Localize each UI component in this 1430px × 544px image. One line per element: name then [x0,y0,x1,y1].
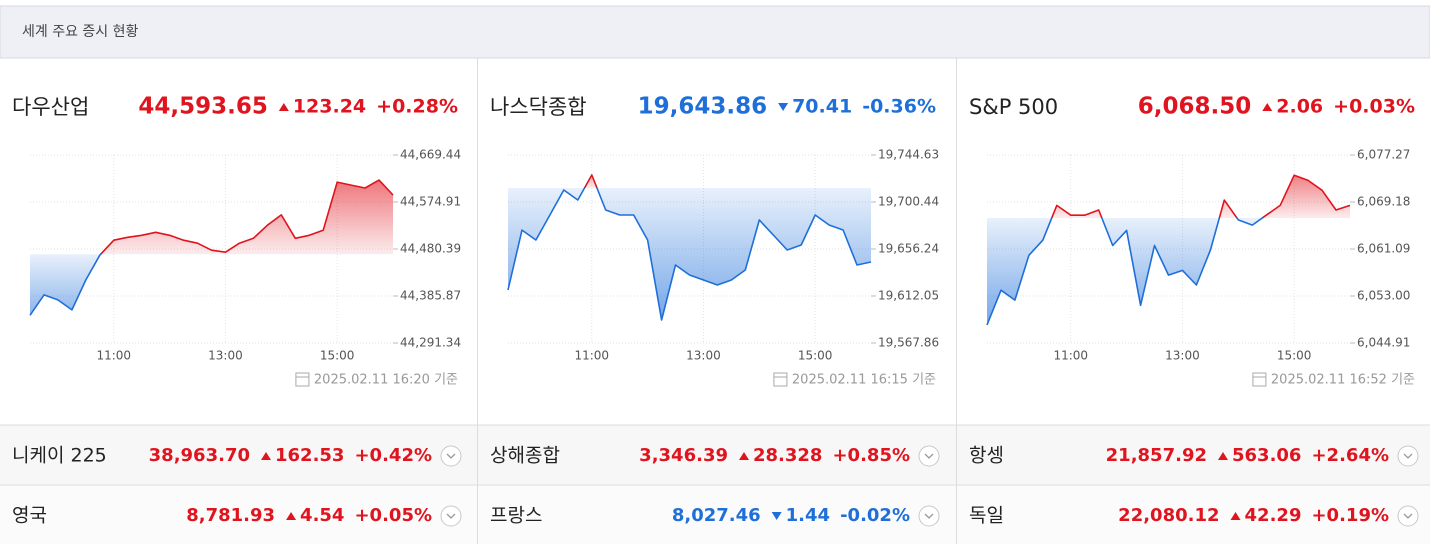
expand-button[interactable] [918,505,940,527]
price-line [986,174,1351,326]
chevron-icon [446,513,456,519]
direction-arrow [1230,512,1241,520]
y-tick-label: 19,744.63 [878,148,939,162]
x-tick-label: 13:00 [686,349,721,363]
chevron-icon [924,513,934,519]
change-pct: +0.85% [832,445,910,466]
change-pct: +2.64% [1311,445,1389,466]
expand-button[interactable] [440,445,462,467]
index-name: S&P 500 [969,95,1058,119]
change: 4.54 [300,505,344,526]
chevron-icon [924,453,934,459]
y-tick-label: 6,053.00 [1357,289,1410,303]
timestamp: 2025.02.11 16:52 기준 [1271,373,1415,388]
x-tick-label: 13:00 [1165,349,1200,363]
index-name: 항셍 [969,445,1004,467]
y-tick-label: 6,044.91 [1357,336,1410,350]
change-pct: -0.36% [862,96,936,118]
index-value: 21,857.92 [1106,445,1207,466]
index-name: 독일 [969,505,1004,527]
change: 1.44 [786,505,830,526]
direction-arrow [771,512,782,520]
chevron-icon [446,453,456,459]
direction-arrow [261,452,271,460]
change-pct: +0.03% [1333,96,1415,118]
header-title: 세계 주요 증시 현황 [22,24,139,40]
x-tick-label: 11:00 [1053,349,1088,363]
x-tick-label: 15:00 [320,349,355,363]
direction-arrow [1262,103,1273,111]
expand-button[interactable] [1397,505,1419,527]
change-pct: +0.42% [354,445,432,466]
index-name: 나스닥종합 [490,95,587,119]
expand-button[interactable] [1397,445,1419,467]
timestamp: 2025.02.11 16:20 기준 [314,373,458,388]
calendar-icon [773,372,788,387]
index-value: 6,068.50 [1138,94,1252,120]
x-tick-label: 11:00 [96,349,131,363]
change-pct: -0.02% [840,505,910,526]
y-tick-label: 19,567.86 [878,336,939,350]
change-pct: +0.28% [376,96,458,118]
change: 162.53 [275,445,344,466]
index-value: 8,781.93 [186,505,275,526]
change: 42.29 [1245,505,1302,526]
y-tick-label: 6,077.27 [1357,148,1410,162]
y-tick-label: 6,069.18 [1357,195,1410,209]
y-tick-label: 44,574.91 [400,195,461,209]
index-value: 3,346.39 [639,445,728,466]
direction-arrow [286,512,297,520]
x-tick-label: 11:00 [574,349,609,363]
index-value: 44,593.65 [138,94,268,120]
y-tick-label: 44,669.44 [400,148,461,162]
y-tick-label: 44,385.87 [400,288,461,302]
price-line [29,179,394,316]
y-tick-label: 19,700.44 [878,194,939,208]
index-value: 8,027.46 [672,505,761,526]
area-fill [987,175,1350,325]
x-tick-label: 13:00 [208,349,243,363]
index-name: 프랑스 [490,505,542,527]
index-value: 38,963.70 [149,445,250,466]
calendar-icon [1252,372,1267,387]
index-name: 상해종합 [490,445,560,467]
x-tick-label: 15:00 [798,349,833,363]
direction-arrow [278,103,289,111]
change: 123.24 [293,96,366,118]
index-value: 22,080.12 [1118,505,1219,526]
area-fill [30,180,393,316]
direction-arrow [1218,452,1228,460]
y-tick-label: 44,291.34 [400,336,461,350]
expand-button[interactable] [440,505,462,527]
index-name: 영국 [12,505,47,527]
change: 70.41 [792,96,852,118]
change: 28.328 [753,445,822,466]
y-tick-label: 6,061.09 [1357,242,1410,256]
quote-row-bg [0,425,1430,485]
calendar-icon [295,372,310,387]
price-line [507,174,872,321]
chevron-icon [1403,513,1413,519]
quote-row-bg [0,485,1430,544]
change: 2.06 [1276,96,1323,118]
timestamp: 2025.02.11 16:15 기준 [792,373,936,388]
change-pct: +0.05% [354,505,432,526]
index-name: 니케이 225 [12,445,107,467]
y-tick-label: 19,656.24 [878,242,939,256]
change-pct: +0.19% [1311,505,1389,526]
header-bar [0,5,1430,59]
chevron-icon [1403,453,1413,459]
change: 563.06 [1232,445,1301,466]
index-name: 다우산업 [12,95,89,119]
x-tick-label: 15:00 [1277,349,1312,363]
area-fill [508,175,871,320]
expand-button[interactable] [918,445,940,467]
direction-arrow [778,103,789,111]
y-tick-label: 44,480.39 [400,242,461,256]
direction-arrow [739,452,749,460]
index-value: 19,643.86 [638,94,768,120]
y-tick-label: 19,612.05 [878,289,939,303]
